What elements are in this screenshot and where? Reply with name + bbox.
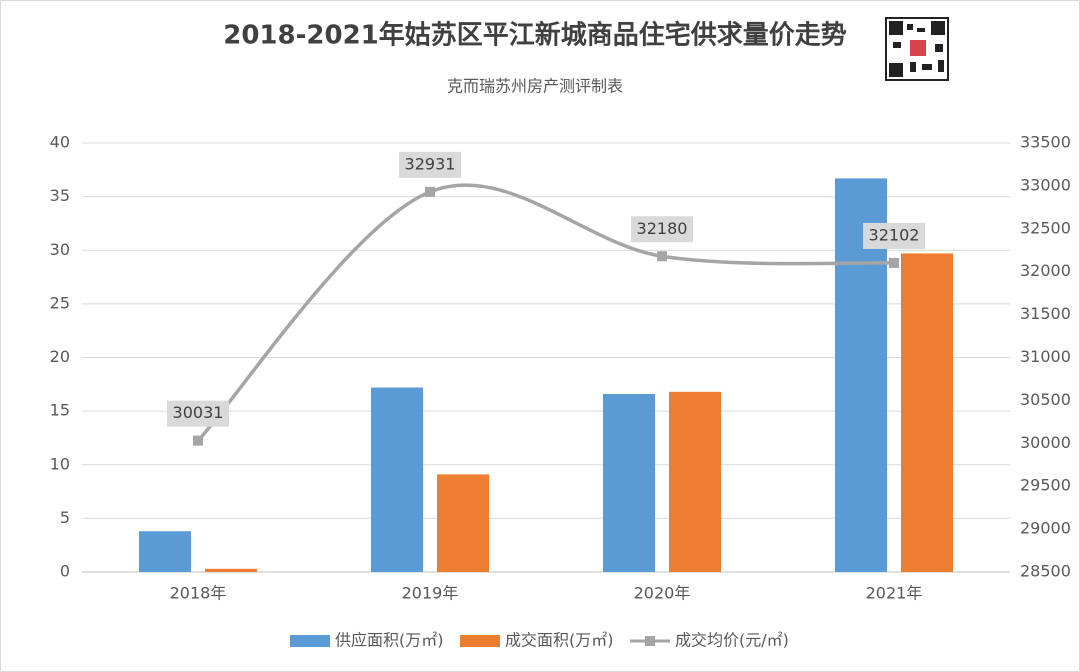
bar bbox=[901, 253, 953, 572]
legend-swatch bbox=[290, 635, 330, 647]
data-label: 30031 bbox=[173, 403, 224, 422]
y2-tick-label: 33000 bbox=[1020, 175, 1071, 194]
data-label-box bbox=[167, 400, 229, 427]
y2-tick-label: 28500 bbox=[1020, 562, 1071, 581]
y2-tick-label: 30500 bbox=[1020, 390, 1071, 409]
y-tick-label: 5 bbox=[60, 508, 70, 527]
y-tick-label: 40 bbox=[50, 133, 70, 152]
y2-tick-label: 33500 bbox=[1020, 133, 1071, 152]
data-label-box bbox=[863, 222, 925, 249]
data-label-box bbox=[399, 151, 461, 178]
x-tick-label: 2019年 bbox=[402, 584, 459, 603]
y2-tick-label: 32000 bbox=[1020, 261, 1071, 280]
y-tick-label: 10 bbox=[50, 454, 70, 473]
y-tick-label: 20 bbox=[50, 347, 70, 366]
y-tick-label: 30 bbox=[50, 240, 70, 259]
legend-label: 成交面积(万㎡) bbox=[505, 631, 614, 650]
bar bbox=[371, 387, 423, 572]
legend-swatch bbox=[645, 636, 655, 646]
line-marker bbox=[425, 186, 435, 197]
data-label: 32102 bbox=[869, 225, 920, 244]
bar bbox=[139, 531, 191, 572]
chart-subtitle: 克而瑞苏州房产测评制表 bbox=[447, 77, 623, 96]
data-label: 32180 bbox=[637, 219, 688, 238]
line-marker bbox=[193, 435, 203, 446]
legend-swatch bbox=[460, 635, 500, 647]
y-tick-label: 15 bbox=[50, 401, 70, 420]
bar bbox=[603, 393, 655, 572]
legend-label: 成交均价(元/㎡) bbox=[675, 631, 789, 650]
y-tick-label: 0 bbox=[60, 562, 70, 581]
bar bbox=[437, 474, 489, 572]
x-tick-label: 2021年 bbox=[866, 584, 923, 603]
x-tick-label: 2020年 bbox=[634, 584, 691, 603]
y2-tick-label: 31500 bbox=[1020, 304, 1071, 323]
y2-tick-label: 30000 bbox=[1020, 433, 1071, 452]
chart-title: 2018-2021年姑苏区平江新城商品住宅供求量价走势 bbox=[223, 20, 847, 51]
y-tick-label: 25 bbox=[50, 293, 70, 312]
bar bbox=[669, 391, 721, 572]
y2-tick-label: 29000 bbox=[1020, 519, 1071, 538]
legend-label: 供应面积(万㎡) bbox=[335, 631, 444, 650]
bar bbox=[205, 568, 257, 572]
line bbox=[196, 183, 895, 442]
y-tick-label: 35 bbox=[50, 186, 70, 205]
y2-tick-label: 29500 bbox=[1020, 476, 1071, 495]
data-label-box bbox=[631, 216, 693, 243]
qr-code bbox=[885, 17, 949, 81]
line-marker bbox=[889, 257, 899, 268]
data-label: 32931 bbox=[405, 154, 456, 173]
x-tick-label: 2018年 bbox=[170, 584, 227, 603]
line-marker bbox=[657, 251, 667, 262]
y2-tick-label: 32500 bbox=[1020, 218, 1071, 237]
y2-tick-label: 31000 bbox=[1020, 347, 1071, 366]
